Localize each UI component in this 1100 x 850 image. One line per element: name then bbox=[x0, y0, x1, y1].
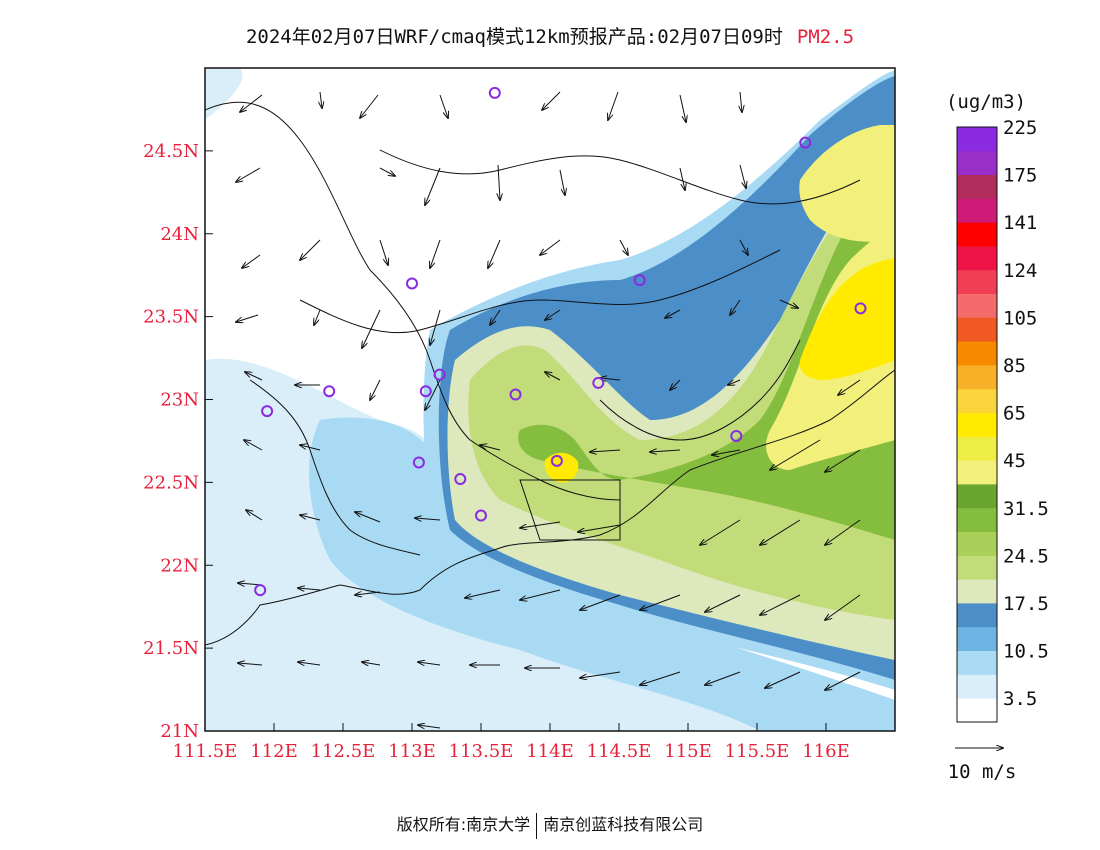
lat-label: 22N bbox=[160, 555, 199, 576]
legend-swatch bbox=[957, 507, 997, 532]
legend-swatch bbox=[957, 412, 997, 437]
legend-value: 105 bbox=[1003, 307, 1037, 329]
legend-swatch bbox=[957, 626, 997, 651]
legend-value: 124 bbox=[1003, 260, 1037, 282]
title-text: 2024年02月07日WRF/cmaq模式12km预报产品:02月07日09时 bbox=[245, 26, 783, 48]
station-marker bbox=[592, 376, 605, 389]
lat-label: 21.5N bbox=[143, 638, 199, 659]
legend-swatch bbox=[957, 150, 997, 175]
concentration-field bbox=[205, 68, 895, 731]
legend-swatch bbox=[957, 650, 997, 675]
legend-swatch bbox=[957, 460, 997, 485]
station-marker bbox=[419, 385, 432, 398]
lon-label: 116E bbox=[802, 741, 850, 762]
lon-label: 113E bbox=[388, 741, 436, 762]
station-marker bbox=[254, 584, 267, 597]
footer-separator bbox=[536, 812, 538, 839]
lon-label: 112E bbox=[250, 741, 298, 762]
lon-label: 112.5E bbox=[311, 741, 376, 762]
legend-swatch bbox=[957, 365, 997, 390]
station-marker bbox=[730, 429, 743, 442]
legend-value: 3.5 bbox=[1003, 688, 1037, 710]
company-text: 南京创蓝科技有限公司 bbox=[543, 815, 704, 834]
legend-swatch bbox=[957, 603, 997, 628]
chart-title: 2024年02月07日WRF/cmaq模式12km预报产品:02月07日09时 P… bbox=[0, 22, 1100, 49]
station-marker bbox=[488, 86, 501, 99]
lon-label: 114.5E bbox=[587, 741, 652, 762]
lat-label: 24.5N bbox=[143, 141, 199, 162]
legend-value: 45 bbox=[1003, 450, 1026, 472]
station-marker bbox=[412, 456, 425, 469]
station-marker bbox=[323, 385, 336, 398]
legend-swatch bbox=[957, 127, 997, 152]
legend-value: 85 bbox=[1003, 355, 1026, 377]
lat-label: 24N bbox=[160, 224, 199, 245]
lat-label: 22.5N bbox=[143, 472, 199, 493]
legend-swatch bbox=[957, 388, 997, 413]
legend-value: 31.5 bbox=[1003, 498, 1049, 520]
legend-swatch bbox=[957, 198, 997, 223]
legend-swatch bbox=[957, 555, 997, 580]
legend-swatch bbox=[957, 579, 997, 604]
legend-swatch bbox=[957, 246, 997, 271]
legend-swatch bbox=[957, 531, 997, 556]
legend-swatch bbox=[957, 436, 997, 461]
legend-value: 10.5 bbox=[1003, 641, 1049, 663]
station-marker bbox=[550, 454, 563, 467]
station-marker bbox=[799, 136, 812, 149]
legend-value: 17.5 bbox=[1003, 593, 1049, 615]
color-legend bbox=[956, 126, 998, 723]
lon-label: 115E bbox=[664, 741, 712, 762]
species-label: PM2.5 bbox=[796, 26, 855, 48]
legend-swatch bbox=[957, 269, 997, 294]
legend-swatch bbox=[957, 698, 997, 723]
footer: 版权所有:南京大学 南京创蓝科技有限公司 bbox=[0, 811, 1100, 839]
legend-swatch bbox=[957, 674, 997, 699]
legend-swatch bbox=[957, 317, 997, 342]
longitude-axis: 111.5E 112E 112.5E 113E 113.5E 114E 114.5E 115E… bbox=[173, 723, 850, 762]
station-marker bbox=[454, 473, 467, 486]
station-marker bbox=[633, 274, 646, 287]
legend-frame bbox=[956, 126, 998, 723]
lon-label: 114E bbox=[526, 741, 574, 762]
legend-value: 141 bbox=[1003, 212, 1037, 234]
lat-label: 21N bbox=[160, 721, 199, 742]
legend-value: 225 bbox=[1003, 117, 1037, 139]
station-marker bbox=[433, 368, 446, 381]
legend-unit: (ug/m3) bbox=[946, 91, 1026, 113]
legend-swatch bbox=[957, 222, 997, 247]
coastline-boundaries bbox=[205, 101, 895, 646]
legend-value: 65 bbox=[1003, 403, 1026, 425]
station-marker bbox=[475, 509, 487, 522]
lon-label: 111.5E bbox=[173, 741, 238, 762]
wind-reference-label: 10 m/s bbox=[948, 761, 1017, 783]
legend-swatch bbox=[957, 174, 997, 199]
legend-value: 24.5 bbox=[1003, 545, 1049, 567]
latitude-axis: 24.5N 24N 23.5N 23N 22.5N 22N 21.5N 21N bbox=[143, 141, 213, 742]
station-marker bbox=[509, 388, 522, 401]
station-marker bbox=[261, 405, 274, 418]
monitoring-stations bbox=[254, 86, 867, 597]
lat-label: 23N bbox=[160, 390, 199, 411]
legend-swatch bbox=[957, 341, 997, 366]
copyright-text: 版权所有:南京大学 bbox=[396, 815, 531, 834]
station-marker bbox=[854, 302, 867, 315]
legend-value: 175 bbox=[1003, 165, 1037, 187]
station-marker bbox=[406, 277, 418, 290]
wind-vectors bbox=[236, 91, 861, 728]
lon-label: 113.5E bbox=[449, 741, 514, 762]
legend-swatch bbox=[957, 484, 997, 509]
lat-label: 23.5N bbox=[143, 307, 199, 328]
legend-swatch bbox=[957, 293, 997, 318]
lon-label: 115.5E bbox=[725, 741, 790, 762]
legend-labels: 3.5 10.5 17.5 24.5 31.5 45 65 85 105 124 141 175 225 bbox=[1003, 117, 1049, 710]
